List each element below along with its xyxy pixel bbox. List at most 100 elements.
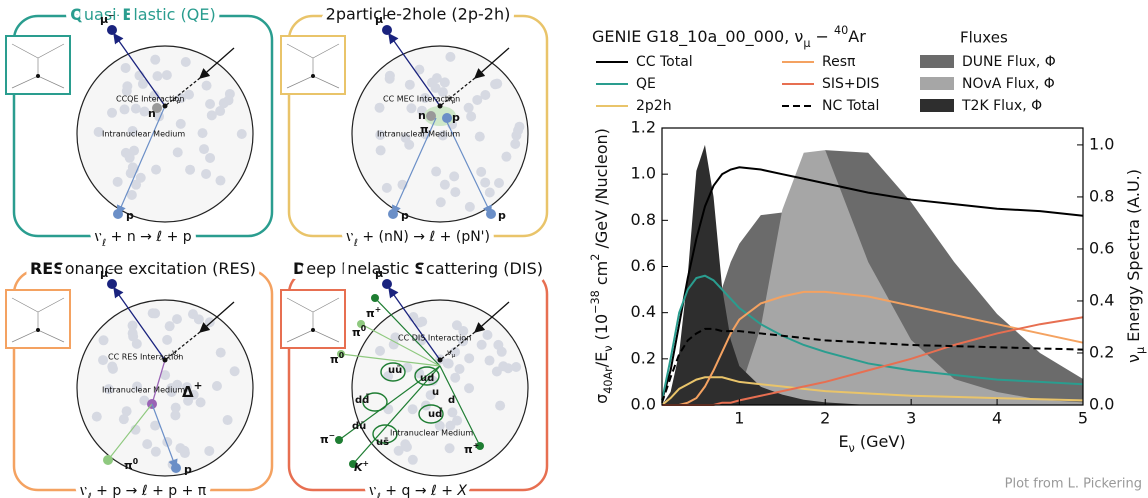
nucleon-dot bbox=[375, 145, 386, 156]
nucleon-dot bbox=[472, 94, 483, 105]
nucleon-dot bbox=[127, 328, 138, 339]
legend-label: T2K Flux, Φ bbox=[961, 98, 1042, 114]
nucleon-dot bbox=[493, 339, 504, 350]
incoming-neutrino bbox=[474, 47, 510, 79]
t: Q bbox=[70, 5, 84, 24]
nucleon-dot bbox=[466, 111, 477, 122]
hadron-dot bbox=[486, 209, 496, 219]
hadron-dot bbox=[337, 350, 345, 358]
t: μ bbox=[803, 37, 810, 50]
nucleon-dot bbox=[215, 106, 226, 117]
nucleon-dot bbox=[152, 71, 163, 82]
nucleon-dot bbox=[447, 407, 458, 418]
nucleon-dot bbox=[431, 166, 442, 177]
t: ν bbox=[80, 483, 88, 498]
nucleon-dot bbox=[184, 89, 195, 100]
y2-tick-label: 1.0 bbox=[1089, 134, 1114, 153]
chart-title: GENIE G18_10a_00_000, νμ − 40Ar bbox=[592, 24, 866, 50]
nucleon-dot bbox=[164, 321, 175, 332]
vertex bbox=[162, 103, 168, 109]
neutrino-label: νμ bbox=[172, 94, 180, 105]
meson-label: π− bbox=[320, 431, 335, 447]
medium-label: Intranuclear Medium bbox=[102, 130, 185, 139]
t: μ bbox=[375, 267, 383, 280]
t: S bbox=[414, 259, 426, 278]
hadron-track bbox=[107, 403, 153, 461]
inset-vertex bbox=[311, 74, 315, 78]
meson-label: π0 bbox=[352, 324, 366, 340]
nucleon-dot bbox=[161, 70, 172, 81]
nucleon-dot bbox=[393, 445, 404, 456]
t: K bbox=[354, 461, 364, 474]
nucleon-dot bbox=[142, 439, 153, 450]
legend-swatch bbox=[920, 55, 954, 68]
panel-title: Deep Inelastic Scattering (DIS) bbox=[293, 259, 543, 278]
t: (10 bbox=[592, 314, 611, 346]
nucleon-dot bbox=[160, 370, 171, 381]
y-tick-label: 0.4 bbox=[631, 302, 656, 321]
nucleon-dot bbox=[215, 175, 226, 186]
nucleon-dot bbox=[120, 62, 131, 73]
nucleon-dot bbox=[229, 366, 240, 377]
meson-label: π0 bbox=[330, 351, 344, 367]
t: Δ bbox=[182, 383, 194, 401]
interaction-label: CC DIS Interaction bbox=[398, 334, 471, 343]
quark-label: d bbox=[448, 395, 455, 406]
nucleon-dot bbox=[449, 171, 460, 182]
nucleon-dot bbox=[407, 454, 418, 465]
x-tick-label: 2 bbox=[820, 409, 830, 428]
nucleon-dot bbox=[416, 105, 427, 116]
nucleon-dot bbox=[218, 98, 229, 109]
x-axis-label: Eν (GeV) bbox=[838, 432, 905, 455]
nucleon-dot bbox=[201, 168, 212, 179]
incoming-neutrino bbox=[199, 301, 235, 333]
quark-pair bbox=[362, 392, 388, 412]
nucleon-dot bbox=[103, 384, 114, 395]
quark-label: uū bbox=[388, 365, 402, 376]
nucleon-dot bbox=[474, 131, 485, 142]
y-axis-label: σ40Ar/Eν (10−38 cm2 /GeV /Nucleon) bbox=[589, 128, 615, 404]
nucleon-dot bbox=[480, 90, 491, 101]
t: + n → ℓ + p bbox=[106, 229, 192, 245]
nucleon-dot bbox=[414, 317, 425, 328]
outgoing-label: p bbox=[452, 111, 460, 124]
t: ν bbox=[1124, 354, 1143, 363]
nucleon-dot bbox=[443, 358, 454, 369]
equation: νℓ + (nN) → ℓ + (pN') bbox=[346, 229, 490, 249]
nucleus bbox=[76, 299, 254, 477]
incoming-neutrino bbox=[474, 301, 510, 333]
t: + (nN) → ℓ + (pN') bbox=[358, 229, 490, 245]
t: − bbox=[383, 265, 389, 274]
nucleon-label: n bbox=[418, 109, 426, 122]
series-line bbox=[662, 290, 1084, 406]
nucleon-dot bbox=[206, 110, 217, 121]
nucleon-dot bbox=[222, 415, 233, 426]
lepton-label: μ− bbox=[375, 265, 390, 281]
nucleon-dot bbox=[450, 187, 461, 198]
vertex bbox=[162, 357, 168, 363]
nucleon-dot bbox=[439, 179, 450, 190]
nucleon-dot bbox=[450, 372, 461, 383]
legend-swatch bbox=[920, 99, 954, 112]
outgoing-label: p bbox=[184, 463, 192, 476]
nucleon-dot bbox=[480, 177, 491, 188]
nucleon-dot bbox=[464, 201, 475, 212]
nucleon-dot bbox=[374, 102, 385, 113]
nucleon-dot bbox=[150, 54, 161, 65]
t: + bbox=[473, 441, 479, 450]
nucleon-dot bbox=[495, 400, 506, 411]
hadron-dot bbox=[335, 436, 343, 444]
t: π bbox=[464, 443, 473, 456]
t: π bbox=[366, 307, 375, 320]
target bbox=[152, 103, 162, 113]
nucleon-dot bbox=[384, 73, 395, 84]
nucleon-dot bbox=[236, 129, 247, 140]
nucleon-dot bbox=[170, 410, 181, 421]
nucleon-dot bbox=[491, 366, 502, 377]
neutrino-label: νμ bbox=[447, 94, 455, 105]
quark-pair bbox=[380, 362, 406, 382]
t: E bbox=[122, 5, 133, 24]
medium-label: Intranuclear Medium bbox=[102, 386, 185, 395]
medium-label: Intranuclear Medium bbox=[390, 429, 473, 438]
nucleon-dot bbox=[476, 166, 487, 177]
